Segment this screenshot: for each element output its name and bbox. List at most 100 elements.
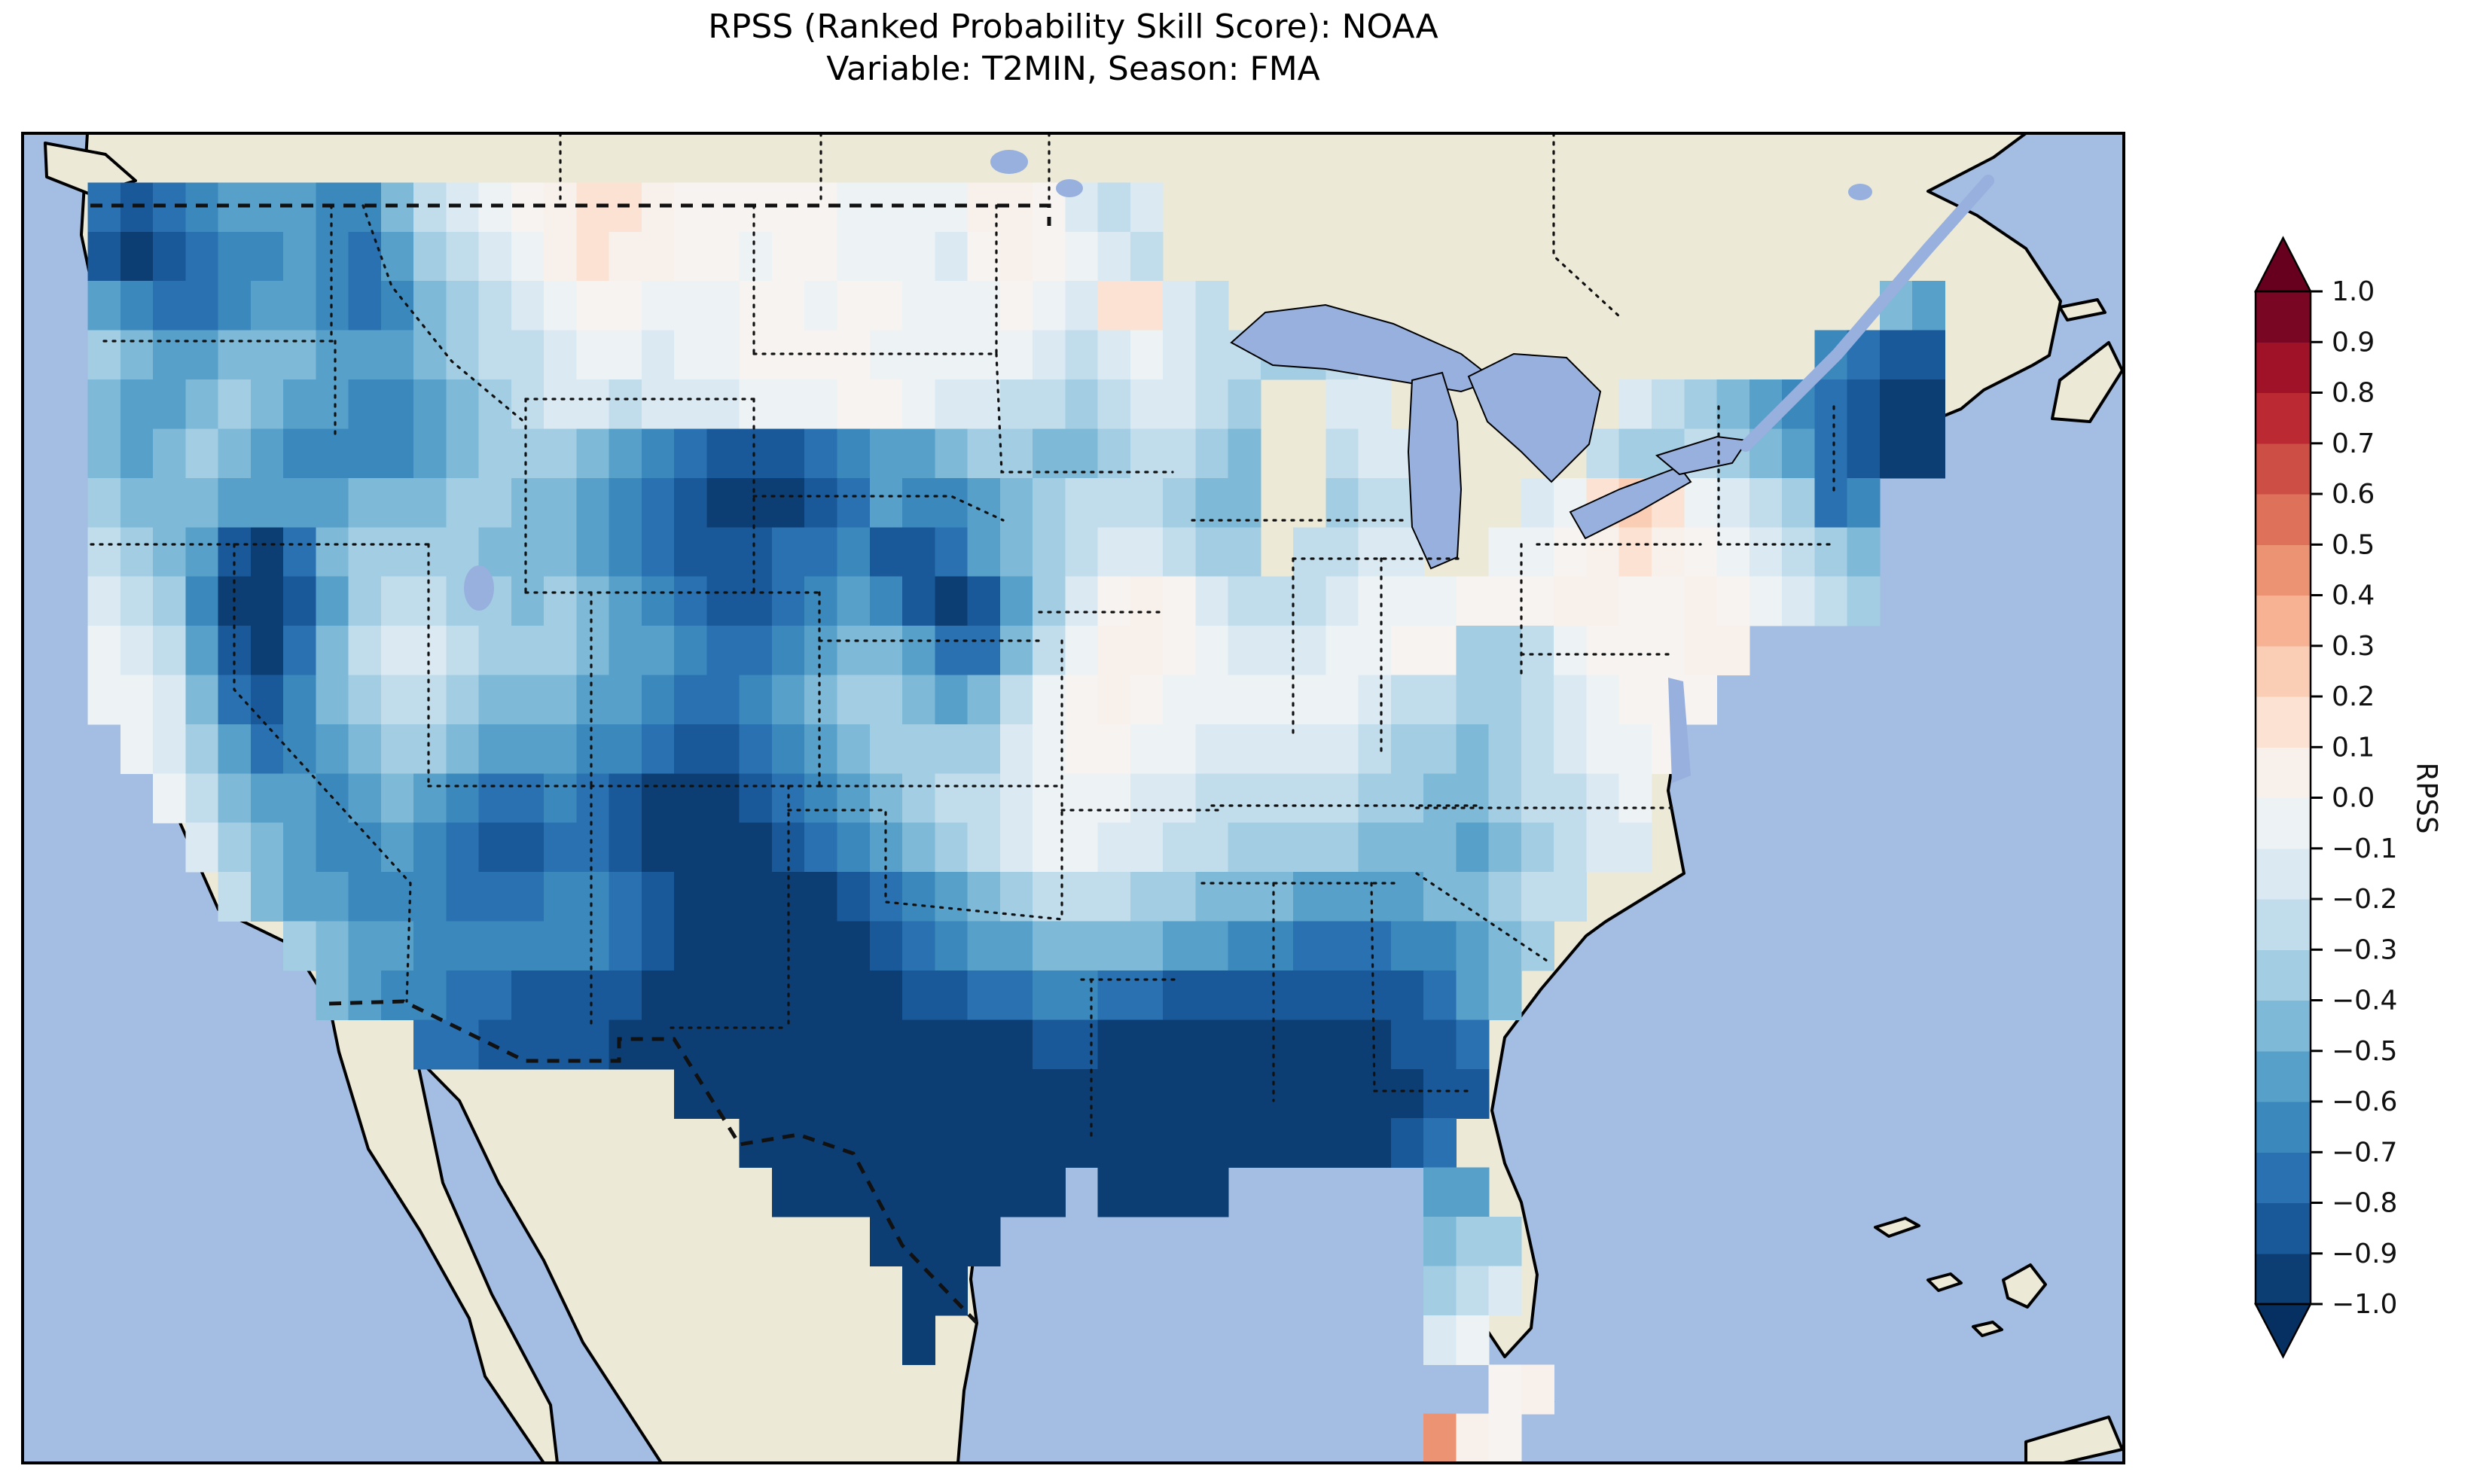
colorbar-band: [2256, 899, 2311, 950]
grid-cell: [576, 971, 610, 1020]
grid-cell: [1325, 428, 1359, 479]
grid-cell: [1130, 773, 1164, 824]
grid-cell: [739, 379, 773, 429]
grid-cell: [511, 971, 545, 1020]
grid-cell: [283, 477, 316, 528]
grid-cell: [544, 675, 578, 725]
grid-cell: [772, 675, 805, 725]
grid-cell: [935, 281, 969, 331]
grid-cell: [185, 675, 219, 725]
grid-cell: [1033, 921, 1066, 971]
grid-cell: [1260, 626, 1294, 676]
grid-cell: [1912, 379, 1945, 429]
grid-cell: [869, 231, 903, 282]
grid-cell: [1423, 822, 1457, 873]
grid-cell: [1163, 330, 1196, 380]
grid-cell: [999, 1068, 1033, 1119]
grid-cell: [674, 527, 708, 577]
grid-cell: [1423, 1019, 1457, 1070]
grid-cell: [348, 724, 382, 774]
grid-cell: [1065, 330, 1099, 380]
grid-cell: [1163, 1118, 1196, 1169]
grid-cell: [1390, 872, 1424, 922]
grid-cell: [674, 477, 708, 528]
grid-cell: [1456, 1068, 1490, 1119]
grid-cell: [544, 379, 578, 429]
grid-cell: [250, 330, 284, 380]
grid-cell: [804, 1019, 838, 1070]
grid-cell: [153, 527, 186, 577]
grid-cell: [380, 281, 414, 331]
grid-cell: [1749, 576, 1783, 626]
grid-cell: [902, 971, 935, 1020]
grid-cell: [902, 231, 935, 282]
grid-cell: [1130, 724, 1164, 774]
grid-cell: [153, 428, 186, 479]
grid-cell: [837, 527, 871, 577]
grid-cell: [869, 971, 903, 1020]
grid-cell: [576, 477, 610, 528]
grid-cell: [1065, 822, 1099, 873]
colorbar-ticks: 1.0 0.9 0.8 0.7 0.6 0.5 0.4 0.3 0.2 0.1 0.0 −0.1 −0.…: [2311, 276, 2397, 1320]
grid-cell: [1228, 872, 1261, 922]
grid-cell: [1847, 379, 1881, 429]
grid-cell: [446, 281, 480, 331]
grid-cell: [902, 724, 935, 774]
grid-cell: [185, 477, 219, 528]
grid-cell: [316, 527, 349, 577]
grid-cell: [837, 231, 871, 282]
colorbar-tick-label: −1.0: [2332, 1289, 2397, 1320]
grid-cell: [1586, 626, 1620, 676]
grid-cell: [902, 1118, 935, 1169]
grid-cell: [218, 626, 252, 676]
grid-cell: [1130, 1167, 1164, 1217]
grid-cell: [1423, 675, 1457, 725]
grid-cell: [1065, 1019, 1099, 1070]
grid-cell: [739, 921, 773, 971]
grid-cell: [348, 428, 382, 479]
grid-cell: [1325, 921, 1359, 971]
grid-cell: [511, 281, 545, 331]
grid-cell: [706, 576, 740, 626]
grid-cell: [478, 675, 512, 725]
grid-cell: [1163, 1019, 1196, 1070]
grid-cell: [1033, 1167, 1066, 1217]
grid-cell: [1065, 773, 1099, 824]
grid-cell: [641, 1019, 675, 1070]
grid-cell: [902, 872, 935, 922]
grid-cell: [804, 379, 838, 429]
grid-cell: [1488, 872, 1522, 922]
us-canada-border: [90, 203, 1051, 226]
grid-cell: [674, 281, 708, 331]
grid-cell: [739, 724, 773, 774]
grid-cell: [837, 724, 871, 774]
grid-cell: [641, 675, 675, 725]
grid-cell: [1782, 576, 1815, 626]
grid-cell: [902, 281, 935, 331]
grid-cell: [446, 773, 480, 824]
grid-cell: [1390, 822, 1424, 873]
grid-cell: [869, 576, 903, 626]
lake-michigan: [1407, 371, 1463, 570]
grid-cell: [1358, 576, 1392, 626]
grid-cell: [869, 281, 903, 331]
grid-cell: [544, 527, 578, 577]
grid-cell: [1065, 428, 1099, 479]
grid-cell: [1293, 1068, 1326, 1119]
grid-cell: [153, 724, 186, 774]
grid-cell: [348, 281, 382, 331]
grid-cell: [706, 773, 740, 824]
grid-cell: [967, 626, 1001, 676]
grid-cell: [967, 971, 1001, 1020]
grid-cell: [1033, 527, 1066, 577]
grid-cell: [935, 428, 969, 479]
grid-cell: [1163, 773, 1196, 824]
grid-cell: [1130, 872, 1164, 922]
grid-cell: [1293, 822, 1326, 873]
grid-cell: [1358, 773, 1392, 824]
grid-cell: [1033, 231, 1066, 282]
grid-cell: [609, 724, 642, 774]
grid-cell: [218, 822, 252, 873]
colorbar-band: [2256, 747, 2311, 798]
grid-cell: [641, 477, 675, 528]
